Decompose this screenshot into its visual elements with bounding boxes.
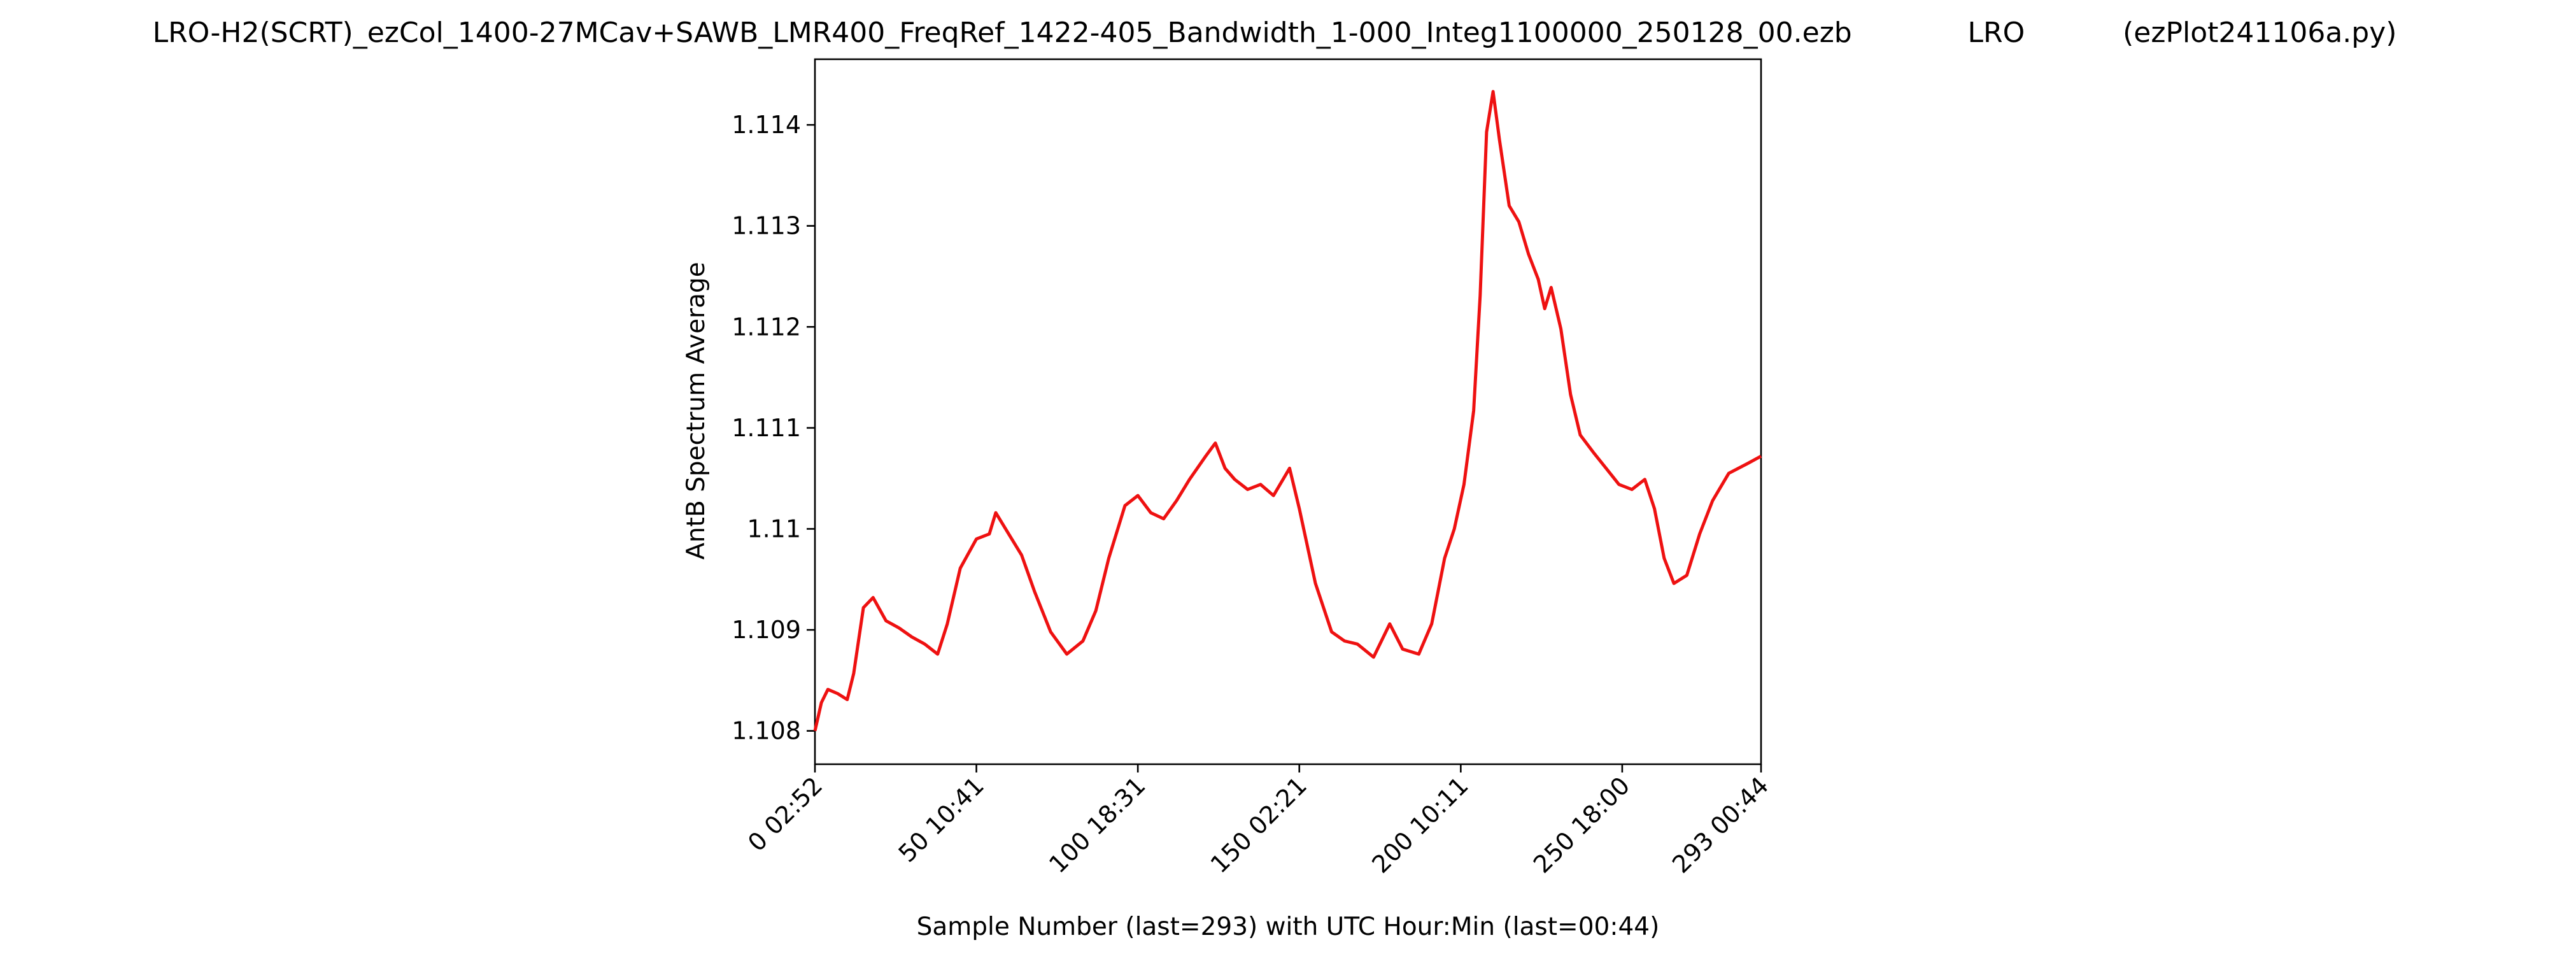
y-tick-label: 1.109 [732, 616, 801, 644]
x-tick-label: 293 00:44 [1667, 771, 1774, 878]
y-tick-label: 1.111 [732, 414, 801, 442]
data-line [813, 90, 1762, 732]
plot-frame [814, 58, 1762, 765]
x-tick-label: 200 10:11 [1366, 771, 1473, 878]
x-tick-label: 50 10:41 [893, 771, 989, 867]
x-tick-label: 150 02:21 [1205, 771, 1312, 878]
y-tick-label: 1.113 [732, 212, 801, 240]
y-tick-label: 1.114 [732, 111, 801, 139]
x-tick-label: 250 18:00 [1528, 771, 1635, 878]
y-tick-label: 1.112 [732, 313, 801, 341]
y-axis-label: AntB Spectrum Average [682, 262, 711, 559]
x-tick-label: 0 02:52 [742, 771, 828, 857]
x-tick-label: 100 18:31 [1044, 771, 1150, 878]
chart-title: LRO-H2(SCRT)_ezCol_1400-27MCav+SAWB_LMR4… [153, 17, 2397, 49]
y-tick-label: 1.108 [732, 717, 801, 745]
y-tick-label: 1.11 [747, 515, 801, 543]
x-axis-label: Sample Number (last=293) with UTC Hour:M… [917, 913, 1660, 941]
